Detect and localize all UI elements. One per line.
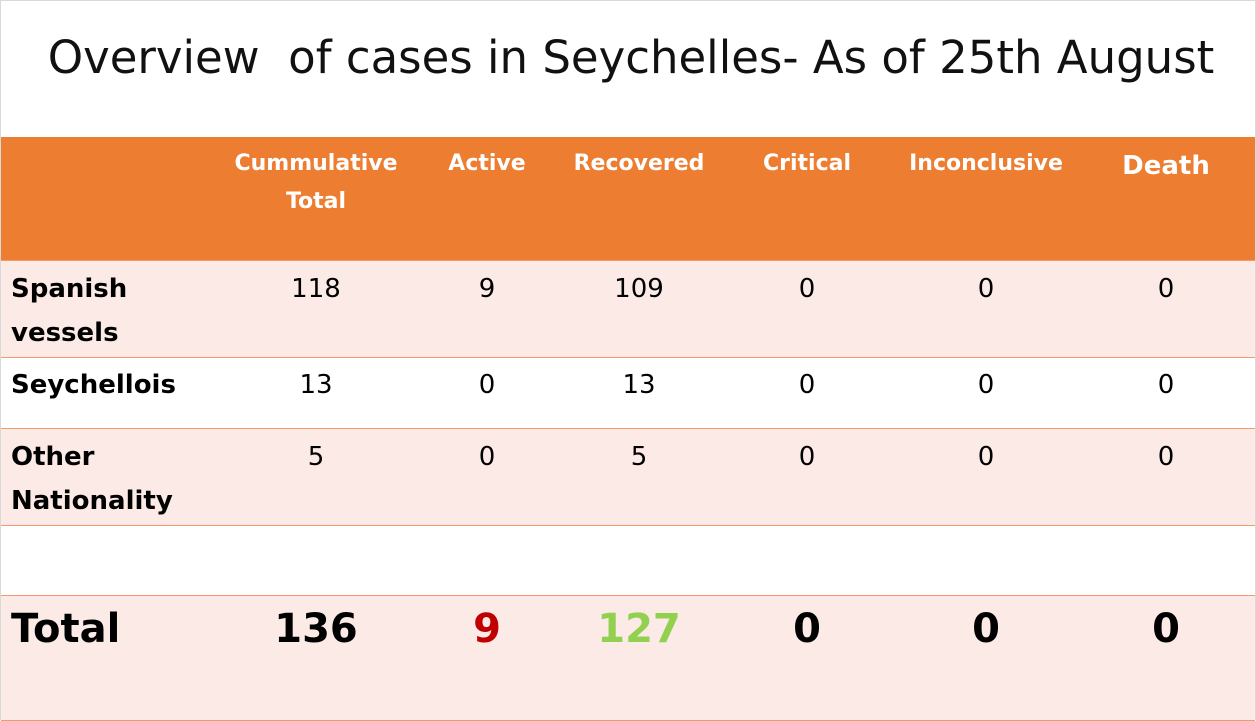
cell-death: 0 <box>1157 442 1175 472</box>
header-inconclusive: Inconclusive <box>909 151 1063 176</box>
cell-active: 9 <box>478 274 496 304</box>
cell-active: 0 <box>478 442 496 472</box>
cell-cumulative-total: 13 <box>299 370 333 400</box>
cell-inconclusive: 0 <box>977 274 995 304</box>
total-inconclusive: 0 <box>972 606 1000 652</box>
header-death: Death <box>1122 151 1210 181</box>
row-label-other-nationality: Other Nationality <box>11 435 211 523</box>
table-header-row: Cummulative Total Active Recovered Criti… <box>1 137 1255 260</box>
header-critical: Critical <box>762 151 852 176</box>
total-death: 0 <box>1152 606 1180 652</box>
header-recovered: Recovered <box>573 151 705 176</box>
cell-recovered: 109 <box>614 274 664 304</box>
row-label-line-1: Other <box>11 442 95 472</box>
cell-death: 0 <box>1157 370 1175 400</box>
slide-title: Overview of cases in Seychelles- As of 2… <box>47 31 1215 84</box>
cell-critical: 0 <box>798 274 816 304</box>
header-cumulative-total: Cummulative Total <box>216 145 416 221</box>
row-label-line-2: Nationality <box>11 486 173 516</box>
table-row-total: Total 136 9 127 0 0 0 <box>1 595 1255 721</box>
cell-cumulative-total: 118 <box>291 274 341 304</box>
table-row-spanish-vessels: Spanish vessels 118 9 109 0 0 0 <box>1 260 1255 358</box>
cell-death: 0 <box>1157 274 1175 304</box>
row-label-line-1: Spanish <box>11 274 128 304</box>
total-critical: 0 <box>793 606 821 652</box>
table-row-empty <box>1 525 1255 596</box>
total-active: 9 <box>473 606 501 652</box>
cell-active: 0 <box>478 370 496 400</box>
cell-inconclusive: 0 <box>977 442 995 472</box>
total-cumulative-total: 136 <box>274 606 358 652</box>
cell-cumulative-total: 5 <box>307 442 325 472</box>
cell-critical: 0 <box>798 442 816 472</box>
row-label-seychellois: Seychellois <box>11 370 176 400</box>
table-row-other-nationality: Other Nationality 5 0 5 0 0 0 <box>1 428 1255 526</box>
header-active: Active <box>448 151 526 176</box>
row-label-line-2: vessels <box>11 318 119 348</box>
total-recovered: 127 <box>597 606 681 652</box>
cell-recovered: 13 <box>622 370 656 400</box>
total-label: Total <box>11 606 121 652</box>
cell-critical: 0 <box>798 370 816 400</box>
header-cumulative-total-line-2: Total <box>285 189 347 214</box>
table-row-seychellois: Seychellois 13 0 13 0 0 0 <box>1 357 1255 429</box>
row-label-spanish-vessels: Spanish vessels <box>11 267 211 355</box>
cell-inconclusive: 0 <box>977 370 995 400</box>
header-cumulative-total-line-1: Cummulative <box>234 151 398 176</box>
cell-recovered: 5 <box>630 442 648 472</box>
